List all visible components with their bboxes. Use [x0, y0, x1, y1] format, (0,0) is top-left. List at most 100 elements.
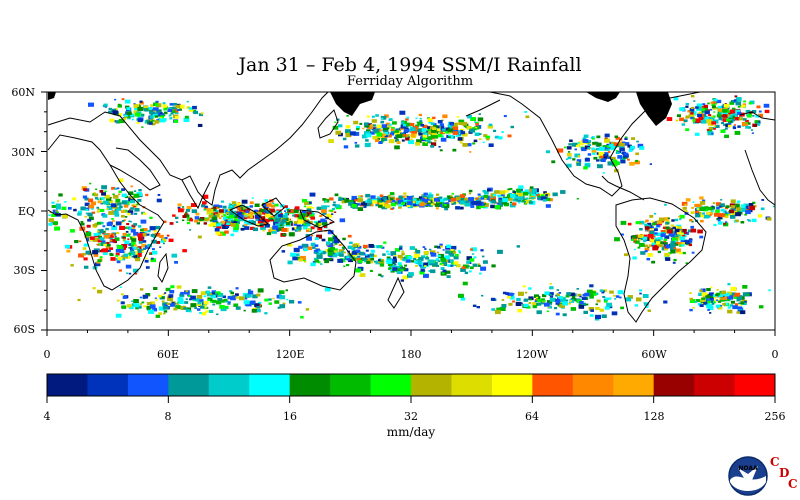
rain-pixel [416, 203, 421, 206]
rain-pixel [425, 139, 431, 144]
rain-pixel [149, 304, 156, 309]
rain-pixel [228, 214, 235, 219]
rain-pixel [309, 192, 316, 197]
rain-pixel [121, 293, 124, 296]
rain-pixel [665, 257, 671, 261]
rain-pixel [722, 303, 726, 306]
rain-pixel [490, 196, 496, 201]
rain-pixel [250, 220, 256, 225]
rain-pixel [233, 228, 239, 233]
rain-pixel [600, 158, 606, 162]
rain-pixel [141, 250, 145, 253]
colorbar-swatch [168, 374, 210, 396]
rain-pixel [404, 264, 407, 267]
rain-pixel [380, 115, 387, 120]
rain-pixel [174, 111, 179, 114]
rain-pixel [599, 289, 604, 292]
rain-pixel [328, 139, 334, 143]
rain-pixel [251, 197, 254, 199]
rain-pixel [588, 144, 592, 147]
colorbar-tick-label: 8 [165, 410, 172, 423]
rain-pixel [428, 121, 432, 124]
rain-pixel [468, 197, 474, 202]
rain-pixel [456, 116, 460, 118]
rain-pixel [619, 296, 622, 299]
rain-pixel [695, 211, 701, 216]
rain-pixel [134, 212, 138, 215]
rain-pixel [219, 231, 226, 236]
rain-pixel [281, 219, 287, 223]
rain-pixel [440, 245, 443, 248]
rain-pixel [313, 257, 318, 261]
rain-pixel [736, 295, 743, 300]
rain-pixel [509, 296, 515, 300]
rain-pixel [479, 201, 485, 206]
rain-pixel [191, 203, 197, 207]
rain-pixel [734, 130, 741, 135]
rain-pixel [131, 256, 134, 258]
rain-pixel [367, 125, 374, 130]
rain-pixel [703, 301, 708, 305]
rain-pixel [364, 142, 371, 148]
rain-pixel [114, 187, 118, 190]
rain-pixel [282, 233, 287, 236]
rain-pixel [237, 211, 243, 216]
rain-pixel [696, 103, 703, 108]
rain-pixel [382, 135, 388, 140]
rain-pixel [557, 297, 562, 301]
rain-pixel [96, 210, 100, 213]
rain-pixel [730, 215, 736, 219]
rain-pixel [141, 126, 144, 128]
rain-pixel [124, 240, 130, 245]
rain-pixel [745, 210, 751, 215]
rain-pixel [582, 137, 587, 141]
rain-pixel [536, 310, 542, 315]
colorbar-swatch [451, 374, 493, 396]
rain-pixel [734, 109, 740, 114]
rain-pixel [163, 312, 166, 315]
rain-pixel [397, 199, 404, 204]
rain-pixel [450, 201, 454, 204]
rain-pixel [165, 287, 171, 292]
rain-pixel [768, 289, 771, 292]
rain-pixel [698, 292, 703, 296]
rain-pixel [473, 139, 478, 143]
colorbar-swatch [47, 374, 88, 396]
rain-pixel [679, 107, 685, 112]
rain-pixel [256, 293, 261, 297]
rain-pixel [378, 259, 381, 261]
rain-pixel [203, 222, 207, 225]
rain-pixel [428, 192, 432, 195]
rain-pixel [216, 225, 222, 229]
rain-pixel [130, 199, 135, 204]
rain-pixel [351, 195, 357, 200]
rain-pixel [93, 233, 99, 237]
rain-pixel [402, 195, 406, 198]
rain-pixel [644, 302, 649, 306]
rain-pixel [390, 126, 395, 130]
rain-pixel [241, 212, 245, 215]
rain-pixel [647, 246, 650, 249]
rain-pixel [305, 212, 312, 217]
rain-pixel [430, 122, 435, 126]
rain-pixel [724, 215, 729, 219]
rain-pixel [78, 253, 84, 258]
rain-pixel [565, 294, 570, 298]
rain-pixel [717, 216, 723, 220]
rain-pixel [722, 114, 728, 118]
rain-pixel [746, 110, 751, 113]
rain-pixel [113, 194, 119, 199]
rain-pixel [469, 270, 472, 273]
rain-pixel [132, 246, 137, 250]
rain-pixel [88, 198, 94, 203]
rain-pixel [700, 219, 704, 223]
rain-pixel [211, 290, 216, 294]
rain-pixel [574, 153, 581, 158]
rain-pixel [472, 263, 478, 267]
rain-pixel [479, 272, 482, 275]
rain-pixel [477, 193, 481, 196]
rain-pixel [116, 299, 120, 302]
rain-pixel [604, 300, 608, 303]
rain-pixel [114, 98, 117, 101]
rain-pixel [389, 132, 394, 136]
